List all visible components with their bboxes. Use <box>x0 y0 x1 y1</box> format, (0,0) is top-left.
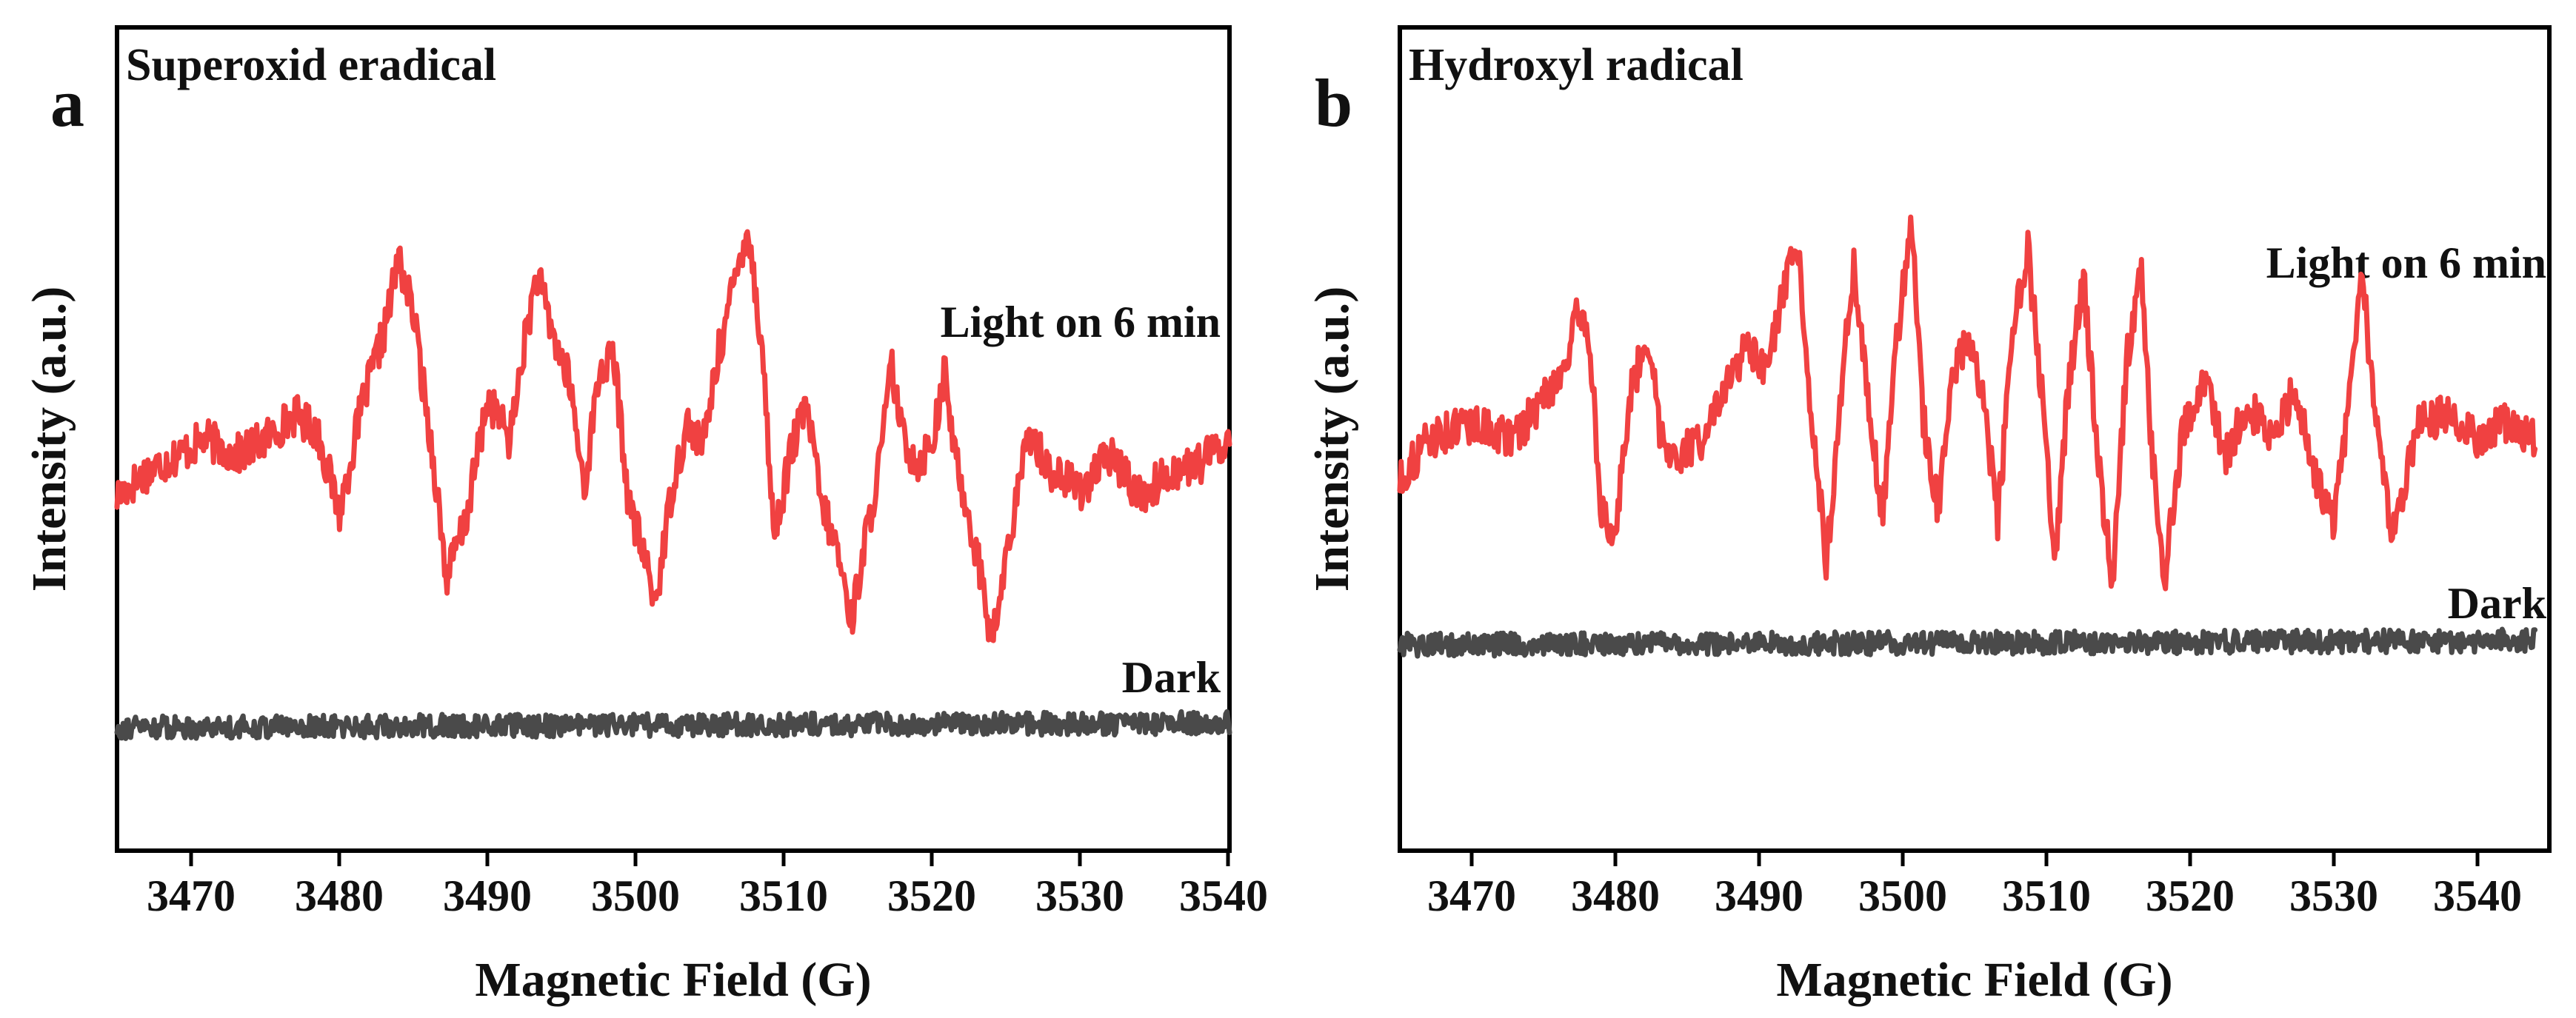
panel-a-xtick-label: 3470 <box>147 871 236 920</box>
panel-a-xtick-label: 3480 <box>295 871 384 920</box>
panel-a-xtick-label: 3540 <box>1179 871 1268 920</box>
panel-b-xtick-label: 3520 <box>2146 871 2235 920</box>
panel-a-xtick-label: 3530 <box>1035 871 1124 920</box>
panel-a-dark-label: Dark <box>1122 653 1221 702</box>
panel-b-xtick-label: 3500 <box>1858 871 1947 920</box>
panel-b-xtick-label: 3490 <box>1715 871 1803 920</box>
panel-a-x-ticks: 3470 3480 3490 3500 3510 3520 3530 3540 <box>147 851 1268 920</box>
panel-a-light-series-line <box>114 229 1232 643</box>
panel-b-xtick-label: 3530 <box>2289 871 2378 920</box>
panel-b-xtick-label: 3510 <box>2002 871 2091 920</box>
panel-b-xtick-label: 3480 <box>1571 871 1660 920</box>
panel-b-y-axis-label: Intensity (a.u.) <box>1305 287 1359 592</box>
panel-b-light-label: Light on 6 min <box>2266 238 2546 287</box>
panel-b-x-axis-label: Magnetic Field (G) <box>1776 953 2172 1007</box>
panel-a-letter: a <box>50 65 84 141</box>
panel-a-x-axis-label: Magnetic Field (G) <box>475 953 871 1007</box>
panel-b-light-series-line <box>1397 214 2538 592</box>
panel-a-xtick-label: 3500 <box>591 871 680 920</box>
panel-a-xtick-label: 3510 <box>739 871 828 920</box>
panel-b-title: Hydroxyl radical <box>1409 40 1744 90</box>
panel-a-xtick-label: 3490 <box>443 871 532 920</box>
panel-b-x-ticks: 3470 3480 3490 3500 3510 3520 3530 3540 <box>1427 851 2522 920</box>
panel-a-title: Superoxid eradical <box>126 40 496 90</box>
panel-b-plot-frame <box>1398 25 2552 853</box>
panel-b-dark-label: Dark <box>2448 579 2547 628</box>
panel-b: b Hydroxyl radical Intensity (a.u.) Magn… <box>1305 25 2552 1007</box>
panel-b-letter: b <box>1315 65 1352 141</box>
panel-b-xtick-label: 3540 <box>2433 871 2522 920</box>
panel-a-dark-series-line <box>114 709 1232 741</box>
panel-b-dark-series-line <box>1397 626 2538 659</box>
panel-a: a Superoxid eradical Intensity (a.u.) Ma… <box>22 25 1268 1007</box>
panel-a-y-axis-label: Intensity (a.u.) <box>22 287 76 592</box>
panel-b-xtick-label: 3470 <box>1427 871 1516 920</box>
panel-a-xtick-label: 3520 <box>887 871 976 920</box>
panel-a-light-label: Light on 6 min <box>941 298 1221 346</box>
